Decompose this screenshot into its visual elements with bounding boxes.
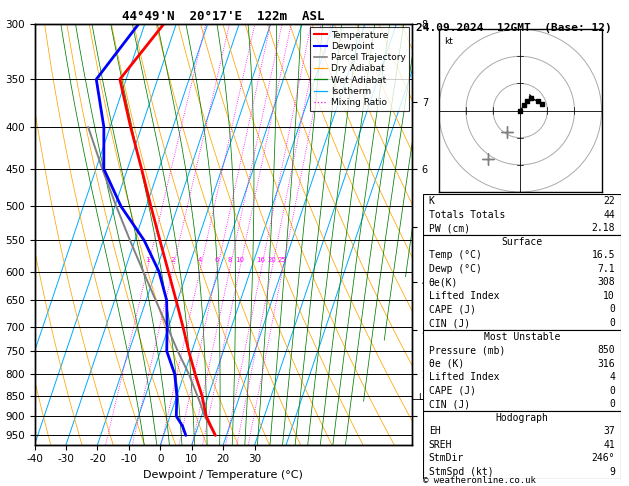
Text: 20: 20 (267, 257, 276, 263)
Text: 10: 10 (235, 257, 244, 263)
Bar (423, 194, 621, 235)
Text: 2.18: 2.18 (591, 223, 615, 233)
Text: 4: 4 (609, 372, 615, 382)
Bar (423, 235, 621, 330)
Text: SREH: SREH (428, 440, 452, 450)
Text: Lifted Index: Lifted Index (428, 372, 499, 382)
Text: 1: 1 (145, 257, 150, 263)
Text: Surface: Surface (501, 237, 542, 247)
Y-axis label: km
ASL: km ASL (431, 226, 452, 243)
Text: 41: 41 (603, 440, 615, 450)
Text: 0: 0 (609, 318, 615, 328)
Text: Hodograph: Hodograph (495, 413, 548, 423)
Bar (423, 411, 621, 479)
Text: K: K (428, 196, 435, 206)
Text: 16.5: 16.5 (591, 250, 615, 260)
Title: 44°49'N  20°17'E  122m  ASL: 44°49'N 20°17'E 122m ASL (122, 10, 325, 23)
Text: Pressure (mb): Pressure (mb) (428, 345, 505, 355)
Text: 22: 22 (603, 196, 615, 206)
Text: 7.1: 7.1 (598, 264, 615, 274)
Text: 4: 4 (198, 257, 203, 263)
Text: 16: 16 (257, 257, 265, 263)
Text: 25: 25 (278, 257, 287, 263)
Text: 8: 8 (228, 257, 232, 263)
Text: Most Unstable: Most Unstable (484, 331, 560, 342)
Text: StmSpd (kt): StmSpd (kt) (428, 467, 493, 477)
Text: θe(K): θe(K) (428, 278, 458, 287)
Text: © weatheronline.co.uk: © weatheronline.co.uk (423, 476, 535, 485)
Text: PW (cm): PW (cm) (428, 223, 470, 233)
Bar (423, 330, 621, 411)
Text: CAPE (J): CAPE (J) (428, 386, 476, 396)
Text: 37: 37 (603, 426, 615, 436)
X-axis label: Dewpoint / Temperature (°C): Dewpoint / Temperature (°C) (143, 470, 303, 480)
Text: kt: kt (444, 37, 453, 46)
Text: 24.09.2024  12GMT  (Base: 12): 24.09.2024 12GMT (Base: 12) (416, 23, 612, 34)
Text: θe (K): θe (K) (428, 359, 464, 369)
Text: 308: 308 (598, 278, 615, 287)
Text: Mixing Ratio (g/kg): Mixing Ratio (g/kg) (458, 189, 468, 280)
Text: CIN (J): CIN (J) (428, 318, 470, 328)
Text: 316: 316 (598, 359, 615, 369)
Text: EH: EH (428, 426, 440, 436)
Legend: Temperature, Dewpoint, Parcel Trajectory, Dry Adiabat, Wet Adiabat, Isotherm, Mi: Temperature, Dewpoint, Parcel Trajectory… (310, 27, 409, 111)
Text: 9: 9 (609, 467, 615, 477)
Text: Totals Totals: Totals Totals (428, 209, 505, 220)
Text: CAPE (J): CAPE (J) (428, 304, 476, 314)
Text: 0: 0 (609, 304, 615, 314)
Text: 2: 2 (171, 257, 175, 263)
Text: LCL: LCL (418, 393, 434, 402)
Text: 10: 10 (603, 291, 615, 301)
Text: 246°: 246° (591, 453, 615, 464)
Text: 0: 0 (609, 386, 615, 396)
Text: 0: 0 (609, 399, 615, 409)
Text: Temp (°C): Temp (°C) (428, 250, 482, 260)
Text: 6: 6 (215, 257, 220, 263)
Text: CIN (J): CIN (J) (428, 399, 470, 409)
Text: 44: 44 (603, 209, 615, 220)
Text: StmDir: StmDir (428, 453, 464, 464)
Text: 850: 850 (598, 345, 615, 355)
Text: Lifted Index: Lifted Index (428, 291, 499, 301)
Text: Dewp (°C): Dewp (°C) (428, 264, 482, 274)
